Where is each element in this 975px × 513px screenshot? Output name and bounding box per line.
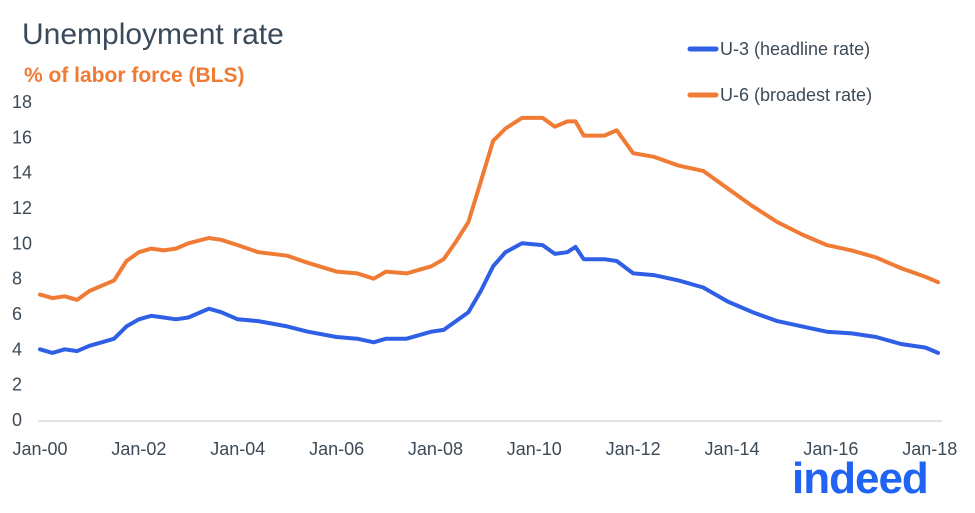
y-tick-label: 8 [12,269,22,289]
y-tick-label: 2 [12,375,22,395]
chart-legend: U-3 (headline rate) U-6 (broadest rate) [687,39,872,105]
legend-label: U-3 (headline rate) [720,39,870,59]
u6-series-line [38,115,940,302]
x-tick-label: Jan-04 [210,439,265,459]
y-tick-label: 18 [12,92,32,112]
y-tick-label: 4 [12,339,22,359]
chart-subtitle: % of labor force (BLS) [24,64,245,87]
x-tick-label: Jan-12 [606,439,661,459]
u3-series-line [38,241,940,355]
x-tick-label: Jan-14 [705,439,760,459]
y-tick-label: 10 [12,233,32,253]
x-axis: Jan-00 Jan-02 Jan-04 Jan-06 Jan-08 Jan-10 Jan-… [12,420,957,459]
y-tick-label: 0 [12,410,22,430]
y-tick-label: 16 [12,127,32,147]
chart-lines [38,115,940,355]
chart-title: Unemployment rate [22,18,284,51]
y-tick-label: 14 [12,163,32,183]
x-tick-label: Jan-08 [408,439,463,459]
x-tick-label: Jan-10 [507,439,562,459]
x-tick-label: Jan-02 [111,439,166,459]
x-tick-label: Jan-18 [902,439,957,459]
indeed-logo: indeed [792,454,929,503]
x-tick-label: Jan-06 [309,439,364,459]
y-axis: 0 2 4 6 8 10 12 14 16 18 [12,92,32,430]
y-tick-label: 6 [12,304,22,324]
legend-label: U-6 (broadest rate) [720,85,872,105]
x-tick-label: Jan-16 [803,439,858,459]
x-tick-label: Jan-00 [12,439,67,459]
y-tick-label: 12 [12,198,32,218]
